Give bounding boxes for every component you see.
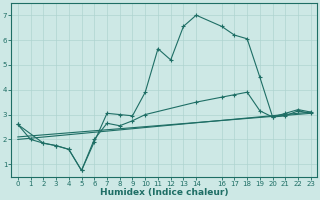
X-axis label: Humidex (Indice chaleur): Humidex (Indice chaleur) bbox=[100, 188, 228, 197]
